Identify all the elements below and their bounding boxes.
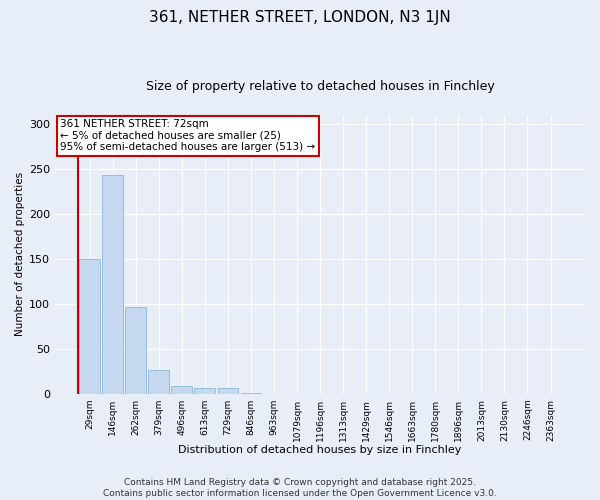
Bar <box>218 388 238 394</box>
X-axis label: Distribution of detached houses by size in Finchley: Distribution of detached houses by size … <box>178 445 462 455</box>
Bar <box>194 388 215 394</box>
Bar <box>172 386 192 394</box>
Y-axis label: Number of detached properties: Number of detached properties <box>15 172 25 336</box>
Bar <box>102 176 123 394</box>
Bar <box>148 370 169 394</box>
Text: 361 NETHER STREET: 72sqm
← 5% of detached houses are smaller (25)
95% of semi-de: 361 NETHER STREET: 72sqm ← 5% of detache… <box>61 119 316 152</box>
Bar <box>79 259 100 394</box>
Title: Size of property relative to detached houses in Finchley: Size of property relative to detached ho… <box>146 80 494 93</box>
Text: Contains HM Land Registry data © Crown copyright and database right 2025.
Contai: Contains HM Land Registry data © Crown c… <box>103 478 497 498</box>
Text: 361, NETHER STREET, LONDON, N3 1JN: 361, NETHER STREET, LONDON, N3 1JN <box>149 10 451 25</box>
Bar <box>241 393 262 394</box>
Bar <box>125 308 146 394</box>
